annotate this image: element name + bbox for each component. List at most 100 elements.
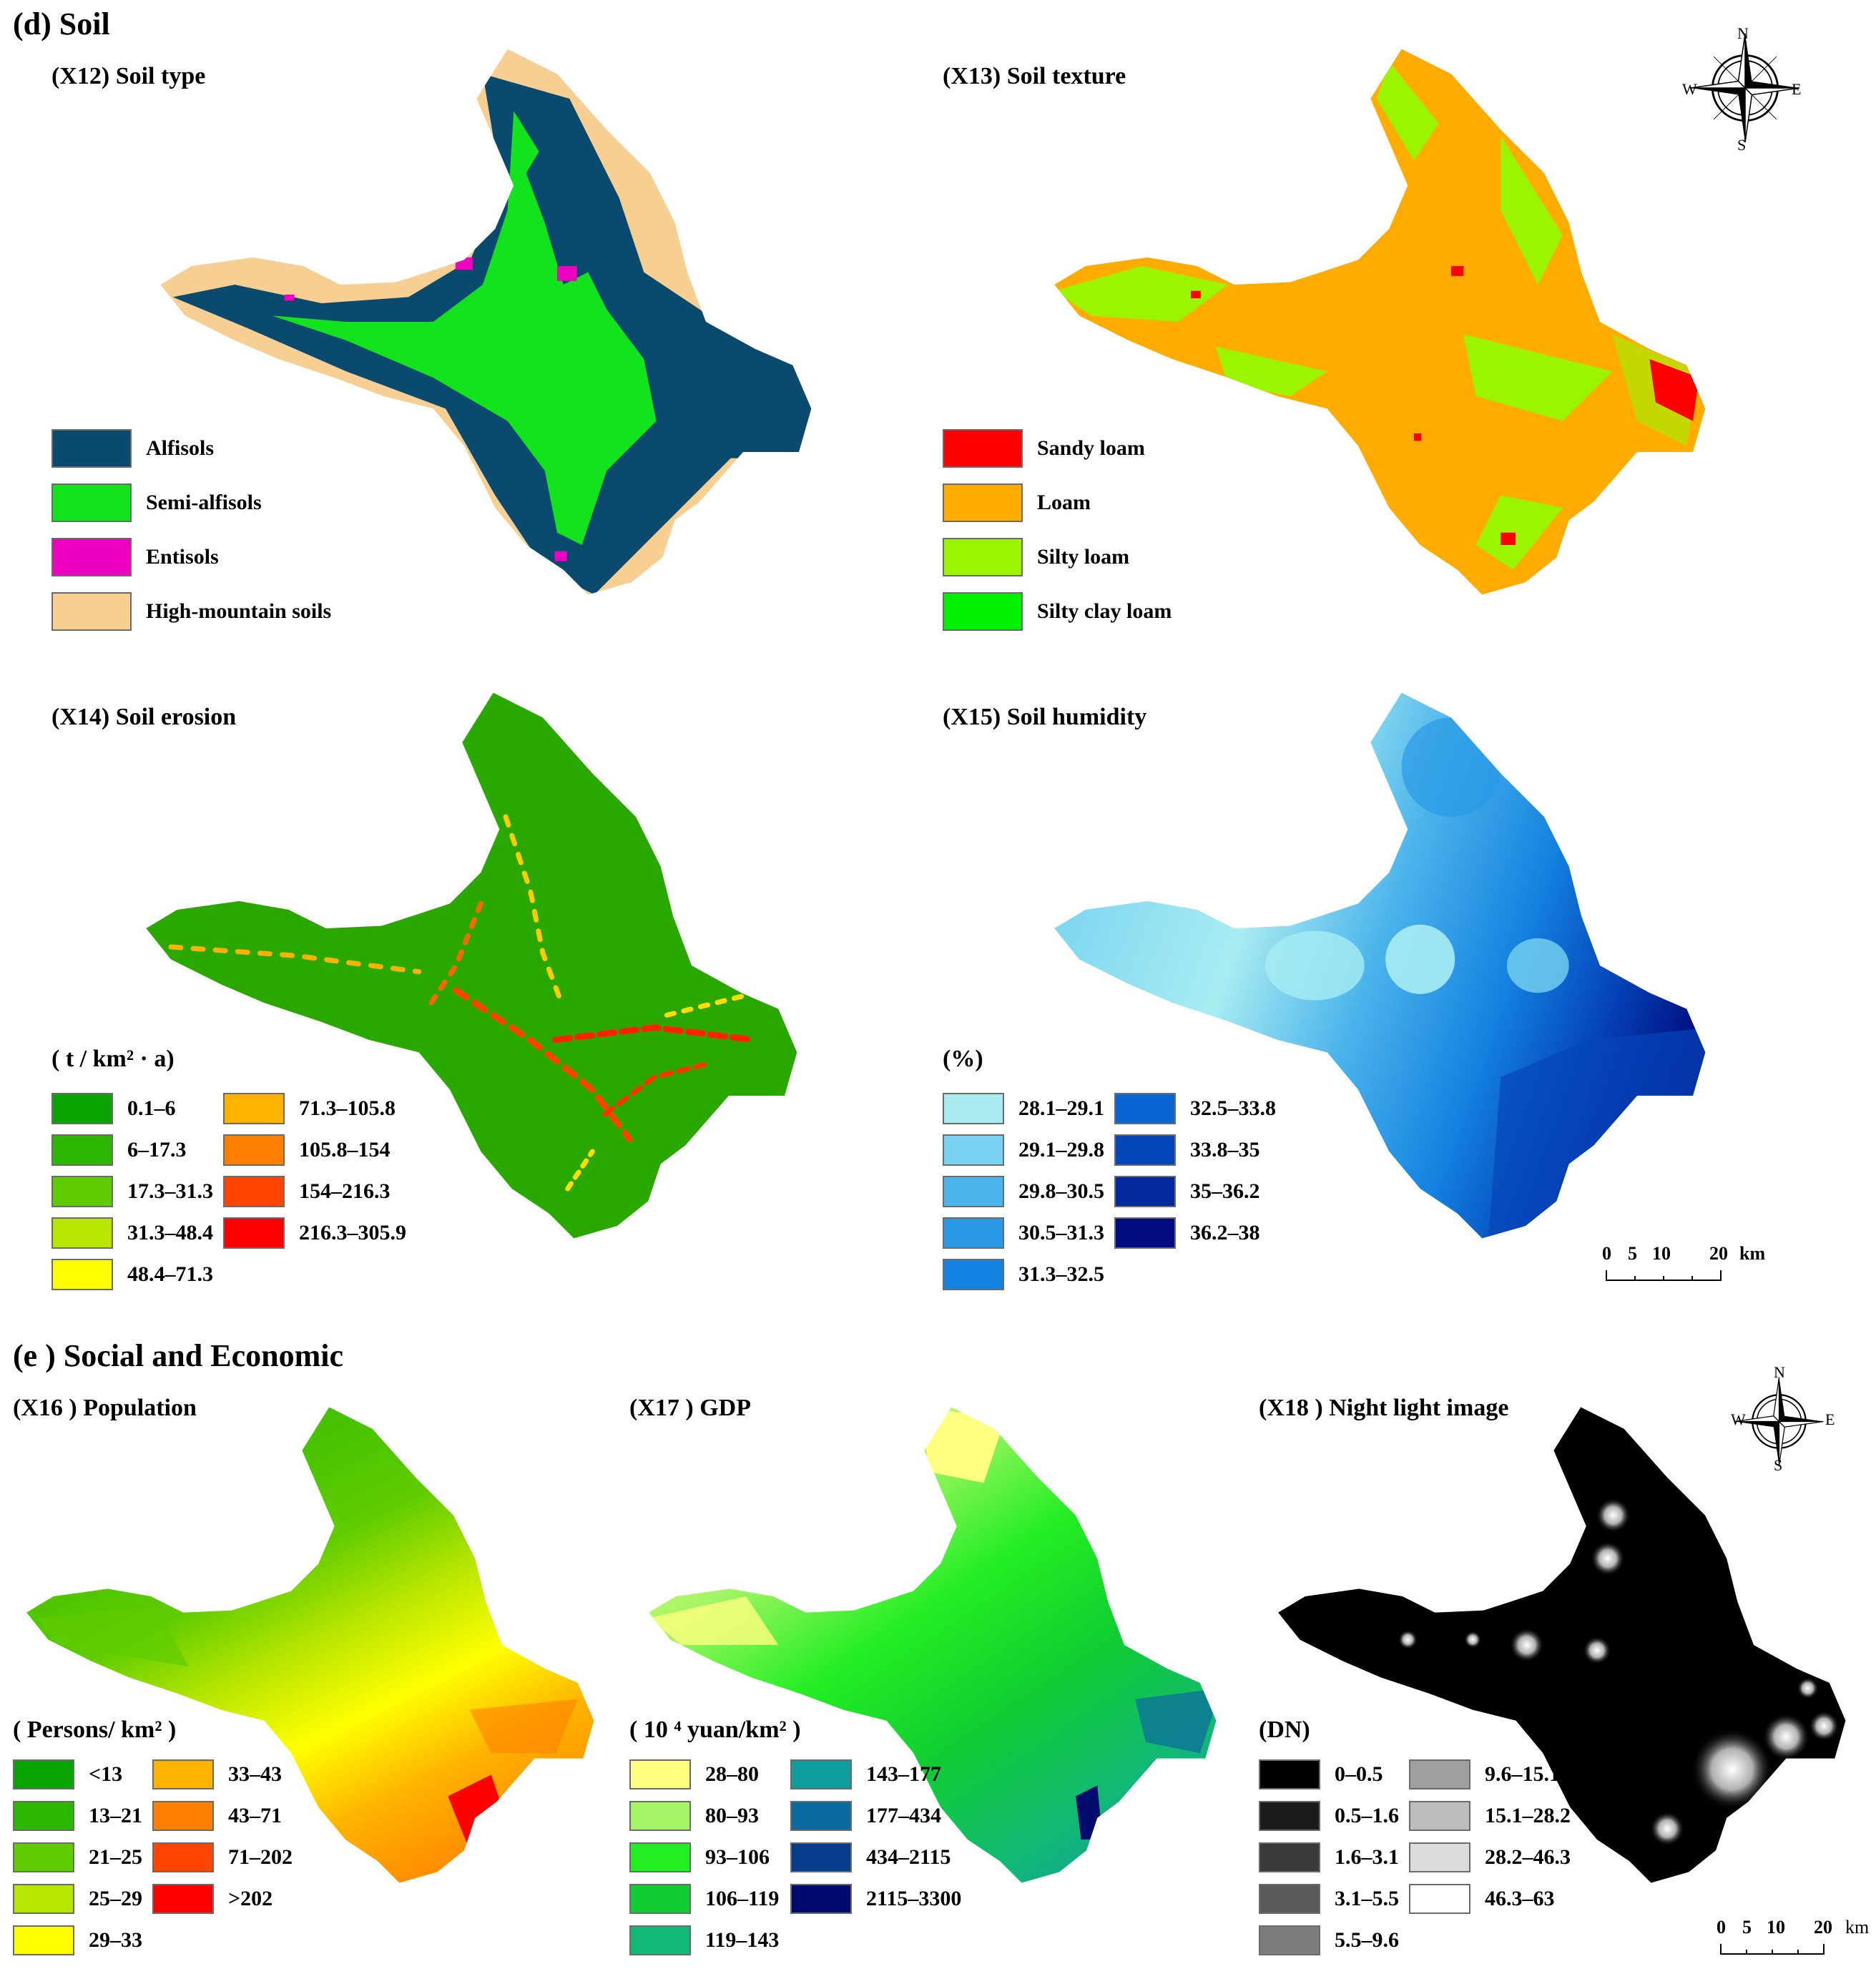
legend-label: 33–43 [228, 1762, 282, 1786]
legend-label: 9.6–15.1 [1485, 1762, 1560, 1786]
legend-swatch [51, 429, 132, 468]
legend-label: Loam [1037, 491, 1091, 514]
legend-item-silty-clay-loam: Silty clay loam [943, 592, 1172, 631]
legend-item: 35–36.2 [1114, 1176, 1260, 1207]
legend-item: 1.6–3.1 [1259, 1842, 1399, 1872]
legend-swatch [629, 1842, 691, 1872]
legend-swatch [1114, 1217, 1176, 1249]
legend-label: <13 [89, 1762, 123, 1786]
legend-item: 2115–3300 [790, 1884, 961, 1914]
legend-item: 15.1–28.2 [1409, 1801, 1571, 1831]
legend-label: 5.5–9.6 [1335, 1928, 1399, 1952]
legend-item-high-mountain-soils: High-mountain soils [51, 592, 331, 631]
unit-x14: ( t / km² · a) [51, 1046, 175, 1072]
legend-label: 30.5–31.3 [1018, 1221, 1104, 1244]
legend-item: 28.2–46.3 [1409, 1842, 1571, 1872]
legend-label: Silty clay loam [1037, 599, 1172, 623]
legend-item: 71.3–105.8 [223, 1093, 396, 1124]
legend-swatch [51, 592, 132, 631]
legend-item: 31.3–48.4 [51, 1217, 213, 1249]
legend-swatch [790, 1801, 852, 1831]
legend-item-sandy-loam: Sandy loam [943, 429, 1145, 468]
legend-label: 36.2–38 [1190, 1221, 1260, 1244]
soil-texture-map [1054, 49, 1706, 595]
legend-item: 30.5–31.3 [943, 1217, 1104, 1249]
legend-label: 3.1–5.5 [1335, 1887, 1399, 1910]
legend-item: >202 [152, 1884, 272, 1914]
legend-item: <13 [13, 1759, 122, 1789]
legend-swatch [223, 1217, 285, 1249]
legend-item: 28–80 [629, 1759, 759, 1789]
section-title-social: (e ) Social and Economic [13, 1338, 343, 1373]
scale-unit-label: km [1739, 1243, 1766, 1264]
legend-label: 15.1–28.2 [1485, 1804, 1571, 1827]
north-arrow-icon [1690, 33, 1800, 143]
legend-label: 80–93 [705, 1804, 759, 1827]
legend-label: 105.8–154 [299, 1138, 391, 1162]
legend-item: 0–0.5 [1259, 1759, 1383, 1789]
compass-n: N [1774, 1363, 1785, 1381]
panel-title-x16: (X16 ) Population [13, 1395, 197, 1421]
legend-label: 29.8–30.5 [1018, 1179, 1104, 1203]
legend-item: 29.8–30.5 [943, 1176, 1104, 1207]
legend-item: 46.3–63 [1409, 1884, 1555, 1914]
night-light-map [1278, 1407, 1846, 1883]
legend-swatch [13, 1759, 74, 1789]
legend-label: 0.1–6 [127, 1096, 176, 1120]
legend-swatch [1409, 1884, 1470, 1914]
legend-swatch [1114, 1134, 1176, 1166]
legend-label: 28–80 [705, 1762, 759, 1786]
legend-item: 177–434 [790, 1801, 941, 1831]
legend-item-alfisols: Alfisols [51, 429, 214, 468]
legend-label: 177–434 [866, 1804, 941, 1827]
legend-swatch [790, 1759, 852, 1789]
legend-swatch [51, 538, 132, 576]
legend-label: 21–25 [89, 1845, 142, 1869]
legend-label: 31.3–32.5 [1018, 1262, 1104, 1286]
legend-item: 25–29 [13, 1884, 142, 1914]
legend-swatch [1259, 1759, 1320, 1789]
legend-swatch [1259, 1925, 1320, 1955]
compass-s: S [1737, 136, 1747, 154]
legend-label: High-mountain soils [146, 599, 332, 623]
legend-swatch [13, 1884, 74, 1914]
soil-erosion-map [146, 692, 797, 1239]
legend-item: 21–25 [13, 1842, 142, 1872]
legend-swatch [13, 1801, 74, 1831]
legend-label: 28.1–29.1 [1018, 1096, 1104, 1120]
legend-item: 5.5–9.6 [1259, 1925, 1399, 1955]
legend-item: 13–21 [13, 1801, 142, 1831]
scale-bar-soil: 0 5 10 20 km [1602, 1243, 1767, 1286]
scale-tick-label: 20 [1709, 1243, 1728, 1264]
legend-item: 43–71 [152, 1801, 282, 1831]
legend-item-loam: Loam [943, 483, 1091, 522]
scale-tick-label: 10 [1767, 1917, 1785, 1938]
legend-item: 9.6–15.1 [1409, 1759, 1560, 1789]
legend-swatch [51, 1217, 113, 1249]
panel-title-x17: (X17 ) GDP [629, 1395, 751, 1421]
legend-label: 0–0.5 [1335, 1762, 1383, 1786]
compass-w: W [1682, 80, 1697, 98]
legend-label: 35–36.2 [1190, 1179, 1260, 1203]
legend-swatch [943, 592, 1023, 631]
legend-swatch [629, 1801, 691, 1831]
compass-w: W [1731, 1410, 1746, 1428]
unit-x16: ( Persons/ km² ) [13, 1717, 177, 1743]
panel-title-x15: (X15) Soil humidity [943, 704, 1147, 730]
legend-swatch [223, 1176, 285, 1207]
unit-x17: ( 10 ⁴ yuan/km² ) [629, 1717, 801, 1743]
legend-swatch [1259, 1842, 1320, 1872]
legend-item: 105.8–154 [223, 1134, 391, 1166]
legend-swatch [152, 1801, 214, 1831]
legend-label: 143–177 [866, 1762, 941, 1786]
legend-label: Sandy loam [1037, 436, 1145, 460]
legend-swatch [943, 538, 1023, 576]
scale-bar-social: 0 5 10 20 km [1717, 1917, 1874, 1960]
legend-item-silty-loam: Silty loam [943, 538, 1129, 576]
legend-label: 48.4–71.3 [127, 1262, 213, 1286]
panel-title-x18: (X18 ) Night light image [1259, 1395, 1509, 1421]
legend-label: 216.3–305.9 [299, 1221, 406, 1244]
compass-n: N [1737, 24, 1749, 42]
legend-label: 1.6–3.1 [1335, 1845, 1399, 1869]
legend-swatch [943, 1176, 1004, 1207]
